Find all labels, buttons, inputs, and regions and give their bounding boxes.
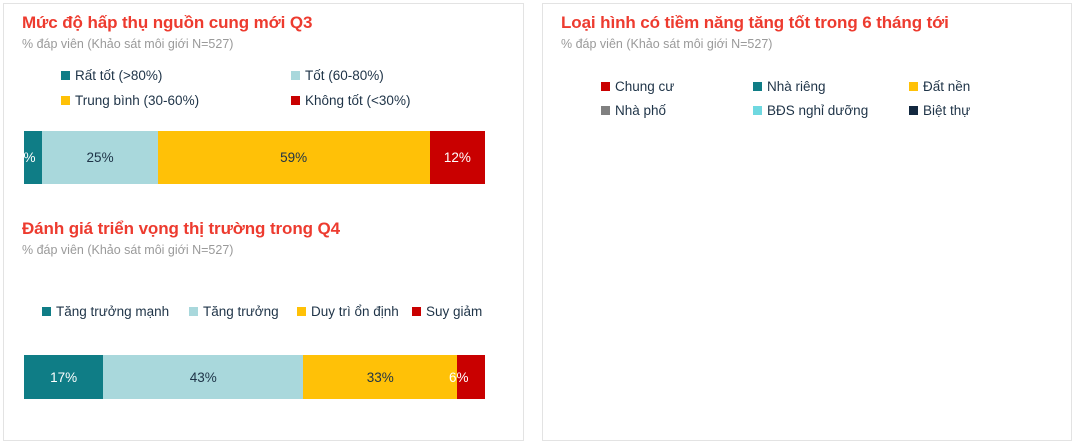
legend-swatch-icon	[753, 106, 762, 115]
chart1-legend-item-2[interactable]: Trung bình (30-60%)	[61, 93, 199, 108]
chart1-legend-label-1: Tốt (60-80%)	[305, 68, 384, 83]
bar-segment-0: 17%	[24, 355, 104, 399]
bar-segment-label-2: 33%	[366, 369, 394, 385]
chart3-legend-label-2: Đất nền	[923, 79, 971, 94]
legend-swatch-icon	[291, 71, 300, 80]
legend-swatch-icon	[909, 106, 918, 115]
legend-swatch-icon	[189, 307, 198, 316]
bar-segment-label-1: 43%	[189, 369, 217, 385]
chart3-legend-label-3: Nhà phố	[615, 103, 667, 118]
chart2-legend-item-0[interactable]: Tăng trưởng mạnh	[42, 304, 169, 319]
legend-swatch-icon	[61, 96, 70, 105]
chart1-legend-label-2: Trung bình (30-60%)	[75, 93, 200, 108]
bar-segment-label-0: 4%	[16, 150, 36, 165]
legend-swatch-icon	[291, 96, 300, 105]
right-panel: Loại hình có tiềm năng tăng tốt trong 6 …	[542, 3, 1072, 441]
chart2-legend-label-2: Duy trì ổn định	[311, 304, 399, 319]
chart2-subtitle: % đáp viên (Khảo sát môi giới N=527)	[22, 243, 234, 257]
chart2-legend-item-1[interactable]: Tăng trưởng	[189, 304, 279, 319]
chart3-legend-item-5[interactable]: Biệt thự	[909, 103, 970, 118]
bar-segment-label-2: 59%	[280, 150, 308, 165]
chart1-stacked-bar: 4% 25% 59% 12%	[16, 131, 485, 184]
chart3-legend-item-3[interactable]: Nhà phố	[601, 103, 666, 118]
chart3-subtitle: % đáp viên (Khảo sát môi giới N=527)	[561, 37, 773, 51]
legend-swatch-icon	[601, 82, 610, 91]
chart3-legend-label-4: BĐS nghỉ dưỡng	[767, 103, 869, 118]
chart1-title: Mức độ hấp thụ nguồn cung mới Q3	[22, 13, 313, 32]
bar-segment-label-3: 12%	[443, 150, 471, 165]
bar-segment-0: 4%	[16, 131, 43, 184]
legend-swatch-icon	[297, 307, 306, 316]
chart1-subtitle: % đáp viên (Khảo sát môi giới N=527)	[22, 37, 234, 51]
legend-swatch-icon	[61, 71, 70, 80]
chart3-legend-label-5: Biệt thự	[923, 103, 971, 118]
chart3-legend-item-4[interactable]: BĐS nghỉ dưỡng	[753, 103, 868, 118]
legend-swatch-icon	[412, 307, 421, 316]
chart2-legend-item-2[interactable]: Duy trì ổn định	[297, 304, 399, 319]
chart1-legend-item-0[interactable]: Rất tốt (>80%)	[61, 68, 162, 83]
chart2-legend-label-1: Tăng trưởng	[203, 304, 279, 319]
left-panel: Mức độ hấp thụ nguồn cung mới Q3 % đáp v…	[3, 3, 524, 441]
bar-segment-3: 12%	[429, 131, 485, 184]
chart2-legend-label-0: Tăng trưởng mạnh	[56, 304, 170, 319]
chart3-legend-item-1[interactable]: Nhà riêng	[753, 79, 826, 94]
chart3-legend-item-2[interactable]: Đất nền	[909, 79, 970, 94]
bar-segment-label-1: 25%	[86, 150, 114, 165]
bar-segment-3: 6%	[449, 355, 485, 399]
chart2-legend-item-3[interactable]: Suy giảm	[412, 304, 482, 319]
chart3-title: Loại hình có tiềm năng tăng tốt trong 6 …	[561, 13, 949, 32]
legend-swatch-icon	[753, 82, 762, 91]
chart1-legend-label-0: Rất tốt (>80%)	[75, 68, 163, 83]
bar-segment-2: 59%	[157, 131, 430, 184]
bar-segment-1: 43%	[103, 355, 304, 399]
chart3-legend-label-0: Chung cư	[615, 79, 675, 94]
bar-segment-2: 33%	[303, 355, 458, 399]
bar-segment-1: 25%	[42, 131, 158, 184]
chart2-legend-label-3: Suy giảm	[426, 304, 483, 319]
legend-swatch-icon	[601, 106, 610, 115]
chart3-legend-label-1: Nhà riêng	[767, 79, 826, 94]
chart3-legend-item-0[interactable]: Chung cư	[601, 79, 674, 94]
bar-segment-label-3: 6%	[449, 369, 469, 385]
chart1-legend-label-3: Không tốt (<30%)	[305, 93, 411, 108]
bar-segment-label-0: 17%	[50, 369, 78, 385]
chart2-title: Đánh giá triển vọng thị trường trong Q4	[22, 219, 340, 238]
legend-swatch-icon	[42, 307, 51, 316]
chart1-legend-item-3[interactable]: Không tốt (<30%)	[291, 93, 410, 108]
chart2-stacked-bar: 17% 43% 33% 6%	[24, 355, 485, 399]
legend-swatch-icon	[909, 82, 918, 91]
chart1-legend-item-1[interactable]: Tốt (60-80%)	[291, 68, 384, 83]
